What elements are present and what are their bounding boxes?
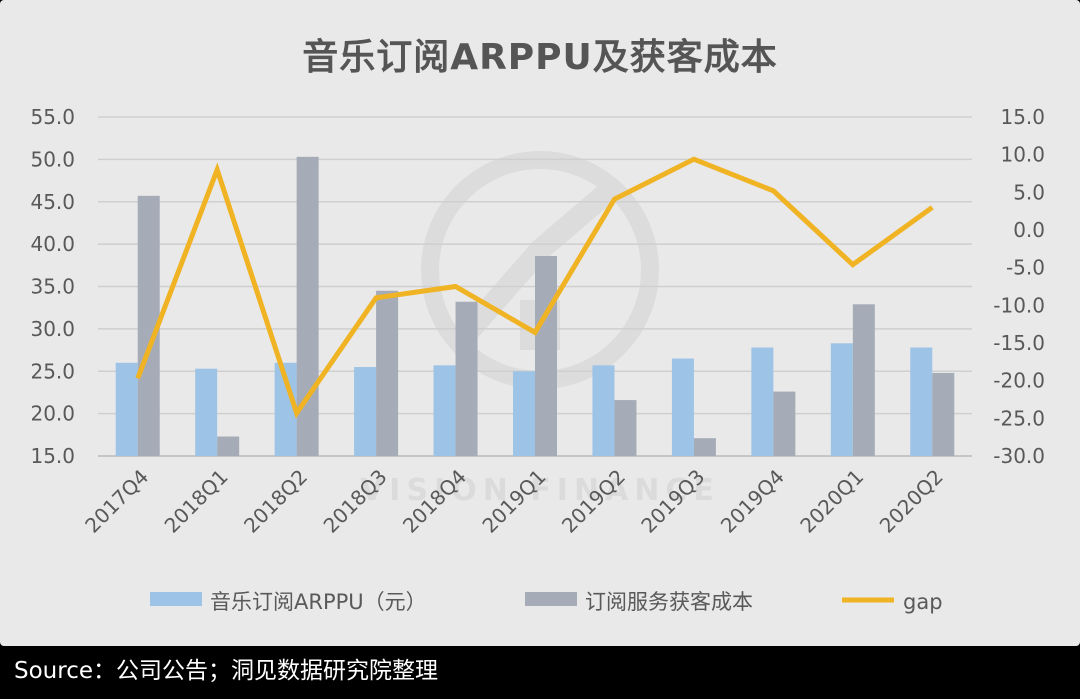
bar-arppu — [910, 347, 933, 456]
bar-arppu — [274, 362, 297, 456]
right-axis-tick-label: 5.0 — [1013, 180, 1045, 204]
chart-title: 音乐订阅ARPPU及获客成本 — [302, 37, 778, 78]
bar-acquisition-cost — [932, 372, 955, 456]
legend-swatch-arppu — [150, 592, 202, 606]
legend-swatch-acquisition-cost — [525, 592, 577, 606]
right-axis-tick-label: -20.0 — [993, 369, 1045, 393]
x-axis-tick-label: 2020Q1 — [795, 465, 868, 538]
bar-acquisition-cost — [376, 290, 399, 456]
bar-arppu — [513, 371, 535, 456]
legend-label-gap: gap — [903, 590, 943, 614]
right-axis-tick-label: 15.0 — [1000, 105, 1045, 129]
x-axis-tick-label: 2018Q2 — [239, 465, 312, 538]
left-axis-tick-label: 50.0 — [30, 147, 75, 171]
legend-label-acquisition-cost: 订阅服务获客成本 — [585, 590, 753, 614]
bar-acquisition-cost — [773, 391, 796, 456]
bar-acquisition-cost — [455, 301, 478, 456]
x-axis-tick-label: 2017Q4 — [80, 465, 153, 538]
left-axis-tick-label: 35.0 — [30, 275, 75, 299]
bar-arppu — [115, 362, 138, 456]
bar-acquisition-cost — [296, 156, 319, 456]
right-axis-tick-label: -15.0 — [993, 331, 1045, 355]
left-axis-tick-label: 20.0 — [30, 402, 75, 426]
bar-acquisition-cost — [535, 255, 557, 456]
bar-arppu — [195, 368, 218, 456]
bar-acquisition-cost — [137, 195, 160, 456]
right-axis-tick-label: -5.0 — [1006, 256, 1045, 280]
bar-acquisition-cost — [217, 436, 240, 456]
x-axis-tick-label: 2019Q4 — [716, 465, 789, 538]
watermark-text: VISION FINANCE — [360, 473, 720, 508]
left-axis-tick-label: 30.0 — [30, 317, 75, 341]
right-axis-tick-label: 0.0 — [1013, 218, 1045, 242]
left-axis-tick-label: 45.0 — [30, 190, 75, 214]
bar-arppu — [751, 347, 774, 456]
bar-acquisition-cost — [614, 400, 637, 456]
left-axis-tick-label: 55.0 — [30, 105, 75, 129]
left-axis-tick-label: 25.0 — [30, 359, 75, 383]
right-axis-tick-label: 10.0 — [1000, 143, 1045, 167]
bar-arppu — [830, 343, 853, 456]
bar-arppu — [433, 365, 456, 456]
legend-label-arppu: 音乐订阅ARPPU（元） — [210, 590, 427, 614]
right-axis-tick-label: -30.0 — [993, 444, 1045, 468]
source-note: Source：公司公告；洞见数据研究院整理 — [14, 658, 438, 684]
left-axis-tick-label: 40.0 — [30, 232, 75, 256]
bar-arppu — [354, 367, 377, 456]
bar-arppu — [592, 365, 615, 456]
bar-acquisition-cost — [693, 438, 716, 456]
chart: VISION FINANCE 15.0 20.0 25.0 30.0 35.0 40.0 4… — [30, 105, 1045, 614]
bar-acquisition-cost — [852, 304, 875, 456]
right-axis-tick-label: -10.0 — [993, 293, 1045, 317]
x-axis-tick-label: 2018Q1 — [160, 465, 233, 538]
left-axis-tick-label: 15.0 — [30, 444, 75, 468]
right-axis-tick-label: -25.0 — [993, 406, 1045, 430]
x-axis-tick-label: 2020Q2 — [875, 465, 948, 538]
bar-arppu — [671, 358, 694, 456]
